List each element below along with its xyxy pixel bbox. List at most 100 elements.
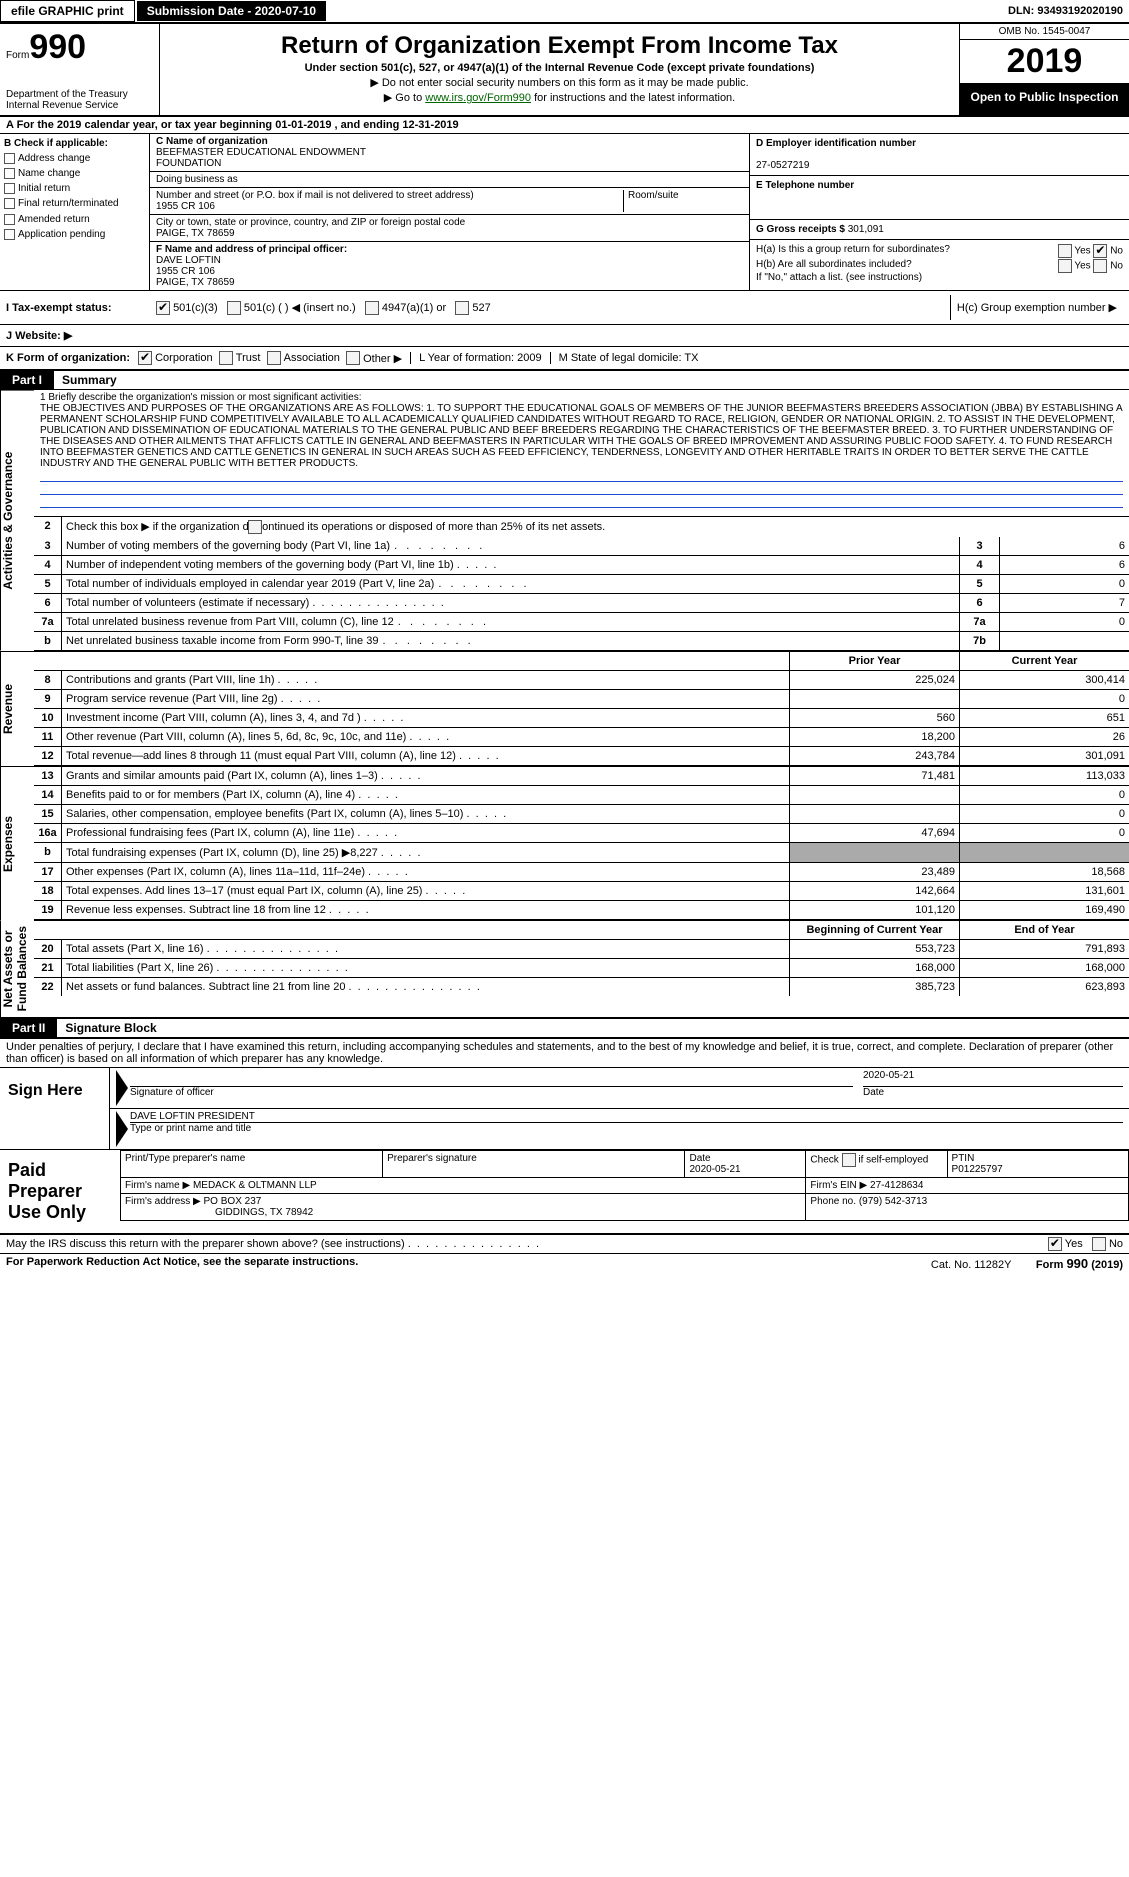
yes-lbl: Yes (1074, 246, 1090, 257)
chk-assoc[interactable] (267, 351, 281, 365)
l2-chk[interactable] (248, 520, 262, 534)
irs-link[interactable]: www.irs.gov/Form990 (425, 92, 531, 104)
chk-corp[interactable] (138, 351, 152, 365)
officer-lbl: F Name and address of principal officer: (156, 244, 347, 255)
hb-note: If "No," attach a list. (see instruction… (756, 272, 1123, 283)
chk-4947[interactable] (365, 301, 379, 315)
row-a-mid: , and ending (335, 119, 403, 131)
addr-cell: Number and street (or P.O. box if mail i… (150, 188, 749, 215)
website-row: J Website: ▶ (0, 325, 1129, 347)
money-row-21: 21Total liabilities (Part X, line 26)168… (34, 958, 1129, 977)
l7b-text: Net unrelated business taxable income fr… (62, 632, 959, 650)
chk-address-change[interactable]: Address change (4, 153, 145, 164)
money-row-20: 20Total assets (Part X, line 16)553,7237… (34, 939, 1129, 958)
block-deg: D Employer identification number 27-0527… (749, 134, 1129, 290)
gross-val: 301,091 (848, 224, 884, 235)
hb-yes-chk[interactable] (1058, 259, 1072, 273)
l3-text: Number of voting members of the governin… (62, 537, 959, 555)
no-lbl: No (1110, 246, 1123, 257)
l4-val: 6 (999, 556, 1129, 574)
l7b-num: 7b (959, 632, 999, 650)
addr-val: 1955 CR 106 (156, 201, 215, 212)
money-row-12: 12Total revenue—add lines 8 through 11 (… (34, 746, 1129, 765)
officer-addr1: 1955 CR 106 (156, 266, 215, 277)
part1-hdr: Part I Summary (0, 371, 1129, 390)
h-block: H(a) Is this a group return for subordin… (750, 240, 1129, 285)
vtab-exp: Expenses (0, 766, 34, 920)
prep-date-lbl: Date (689, 1153, 710, 1164)
l6-text: Total number of volunteers (estimate if … (62, 594, 959, 612)
firm-addr-2: GIDDINGS, TX 78942 (215, 1207, 313, 1218)
note-link-pre: ▶ Go to (384, 92, 425, 104)
part1-title: Summary (54, 371, 125, 389)
chk-501c[interactable] (227, 301, 241, 315)
firm-lbl: Firm's name ▶ (125, 1180, 190, 1191)
ein-cell: D Employer identification number 27-0527… (750, 134, 1129, 176)
l5-num: 5 (959, 575, 999, 593)
efile-print-btn[interactable]: efile GRAPHIC print (0, 0, 135, 22)
sig-line-1: Signature of officer 2020-05-21 Date (110, 1068, 1129, 1109)
part2-title: Signature Block (57, 1019, 164, 1037)
title-block: Return of Organization Exempt From Incom… (160, 24, 959, 115)
note-ssn: ▶ Do not enter social security numbers o… (170, 76, 949, 89)
na-hdr: Beginning of Current Year End of Year (34, 920, 1129, 939)
l6-num: 6 (959, 594, 999, 612)
tax-exempt-row: I Tax-exempt status: 501(c)(3) 501(c) ( … (0, 291, 1129, 325)
chk-initial-return[interactable]: Initial return (4, 183, 145, 194)
chk-name-change[interactable]: Name change (4, 168, 145, 179)
chk-amended-return[interactable]: Amended return (4, 214, 145, 225)
city-lbl: City or town, state or province, country… (156, 217, 465, 228)
form-id-box: Form990 Department of the Treasury Inter… (0, 24, 160, 115)
hb-text: H(b) Are all subordinates included? (756, 259, 912, 270)
hb-no-chk[interactable] (1093, 259, 1107, 273)
l5-val: 0 (999, 575, 1129, 593)
sig-officer-lbl: Signature of officer (130, 1087, 214, 1098)
submission-date-btn[interactable]: Submission Date - 2020-07-10 (137, 1, 326, 21)
l6-val: 7 (999, 594, 1129, 612)
money-row-b: bTotal fundraising expenses (Part IX, co… (34, 842, 1129, 862)
form-subtitle: Under section 501(c), 527, or 4947(a)(1)… (170, 62, 949, 74)
vtab-gov: Activities & Governance (0, 390, 34, 651)
chk-application-pending[interactable]: Application pending (4, 229, 145, 240)
chk-final-return[interactable]: Final return/terminated (4, 198, 145, 209)
website-lbl: J Website: ▶ (6, 329, 72, 342)
ha-no-chk[interactable] (1093, 244, 1107, 258)
ptin-val: P01225797 (952, 1164, 1003, 1175)
blueline-1 (40, 469, 1123, 482)
money-row-11: 11Other revenue (Part VIII, column (A), … (34, 727, 1129, 746)
chk-501c3[interactable] (156, 301, 170, 315)
preparer-left: Paid Preparer Use Only (0, 1150, 120, 1233)
hdr-prior: Prior Year (789, 652, 959, 670)
gross-lbl: G Gross receipts $ (756, 224, 848, 235)
block-b-hdr: B Check if applicable: (4, 138, 145, 149)
discuss-no: No (1109, 1238, 1123, 1250)
chk-527[interactable] (455, 301, 469, 315)
ha-yes-chk[interactable] (1058, 244, 1072, 258)
firm-ein-lbl: Firm's EIN ▶ (810, 1180, 867, 1191)
prep-self-emp-chk[interactable] (842, 1153, 856, 1167)
chk-trust[interactable] (219, 351, 233, 365)
hb-row: H(b) Are all subordinates included? Yes … (750, 259, 1129, 285)
year-box: OMB No. 1545-0047 2019 Open to Public In… (959, 24, 1129, 115)
part1-tag: Part I (0, 371, 54, 389)
vtab-na: Net Assets or Fund Balances (0, 920, 34, 1017)
form-title: Return of Organization Exempt From Incom… (170, 32, 949, 60)
block-b: B Check if applicable: Address change Na… (0, 134, 150, 290)
arrow-icon (116, 1070, 128, 1106)
sign-here-grid: Sign Here Signature of officer 2020-05-2… (0, 1067, 1129, 1150)
chk-other[interactable] (346, 351, 360, 365)
tax-lbl: I Tax-exempt status: (6, 302, 156, 314)
discuss-yes-chk[interactable] (1048, 1237, 1062, 1251)
opt-other: Other ▶ (363, 352, 402, 365)
money-row-8: 8Contributions and grants (Part VIII, li… (34, 670, 1129, 689)
opt-501c: 501(c) ( ) ◀ (insert no.) (244, 301, 356, 314)
city-val: PAIGE, TX 78659 (156, 228, 235, 239)
row-a-end: 12-31-2019 (402, 119, 458, 131)
l7b-val (999, 632, 1129, 650)
money-row-10: 10Investment income (Part VIII, column (… (34, 708, 1129, 727)
opt-trust: Trust (236, 352, 261, 364)
year-formation: L Year of formation: 2009 (410, 352, 542, 364)
discuss-no-chk[interactable] (1092, 1237, 1106, 1251)
sig-date-val: 2020-05-21 (863, 1070, 1123, 1087)
line-4: 4Number of independent voting members of… (34, 555, 1129, 574)
